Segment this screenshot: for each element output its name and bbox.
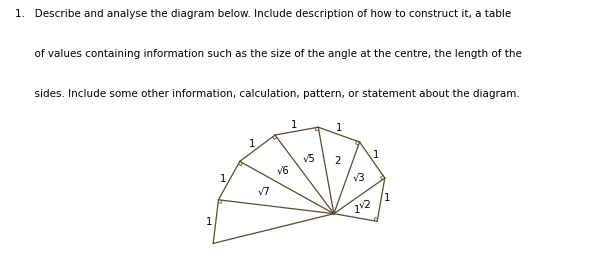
Text: 1: 1 [219,174,226,183]
Text: 1: 1 [336,123,343,133]
Text: 1: 1 [354,205,360,215]
Text: of values containing information such as the size of the angle at the centre, th: of values containing information such as… [15,49,522,59]
Text: 1: 1 [206,217,212,227]
Text: 1: 1 [384,193,390,203]
Text: sides. Include some other information, calculation, pattern, or statement about : sides. Include some other information, c… [15,89,520,99]
Text: √2: √2 [359,199,372,209]
Text: √7: √7 [258,187,270,197]
Text: 1: 1 [373,150,379,160]
Text: 1: 1 [249,139,255,149]
Text: √5: √5 [303,154,315,164]
Text: 1.   Describe and analyse the diagram below. Include description of how to const: 1. Describe and analyse the diagram belo… [15,9,511,19]
Text: 2: 2 [334,156,340,166]
Text: √3: √3 [353,173,366,183]
Text: √6: √6 [276,165,289,175]
Text: 1: 1 [291,120,297,130]
